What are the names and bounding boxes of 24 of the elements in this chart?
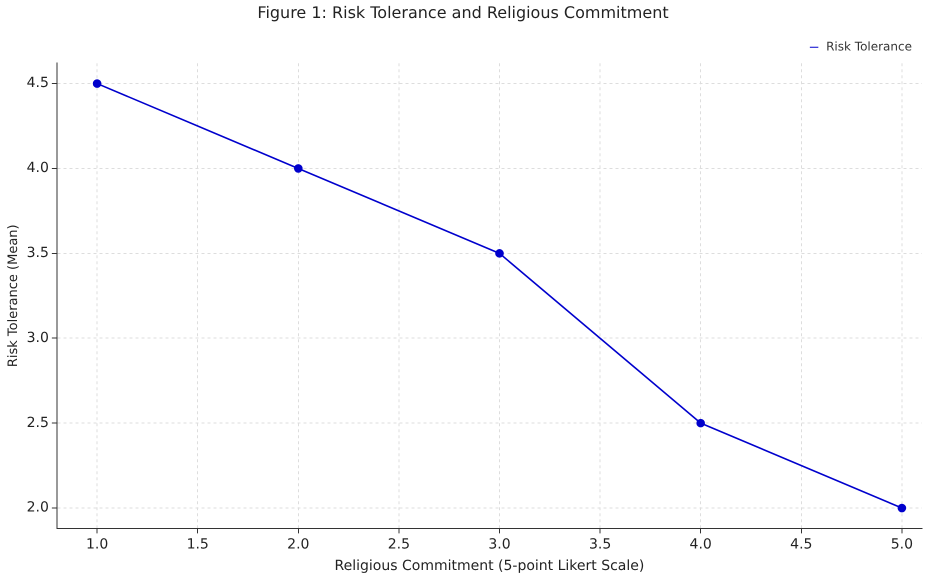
- x-tick-label: 2.0: [287, 536, 310, 552]
- x-tick-label: 4.5: [790, 536, 812, 552]
- point: [696, 418, 705, 428]
- point: [92, 79, 102, 88]
- x-tick-label: 2.5: [388, 536, 410, 552]
- y-tick-label: 4.0: [26, 160, 49, 176]
- x-tick-label: 1.0: [86, 536, 108, 552]
- x-tick-label: 3.5: [588, 536, 612, 552]
- x-axis-title: Religious Commitment (5-point Likert Scale): [334, 558, 644, 574]
- point: [898, 504, 906, 512]
- chart-title: Figure 1: Risk Tolerance and Religious Commitment: [257, 2, 669, 22]
- y-tick-label: 3.0: [26, 330, 49, 346]
- y-axis-title: Risk Tolerance (Mean): [6, 224, 22, 368]
- x-tick-label: 4.0: [690, 536, 712, 552]
- x-tick-label: 1.5: [186, 536, 209, 552]
- y-tick-label: 2.5: [26, 414, 49, 431]
- y-tick-label: 2.0: [26, 500, 49, 516]
- y-tick-label: 3.5: [26, 244, 49, 261]
- x-tick-label: 5.0: [890, 536, 914, 552]
- y-tick-label: 4.5: [26, 75, 49, 92]
- point: [294, 164, 303, 173]
- legend-label: Risk Tolerance: [826, 39, 912, 54]
- point: [495, 249, 504, 258]
- x-tick-label: 3.0: [488, 536, 511, 552]
